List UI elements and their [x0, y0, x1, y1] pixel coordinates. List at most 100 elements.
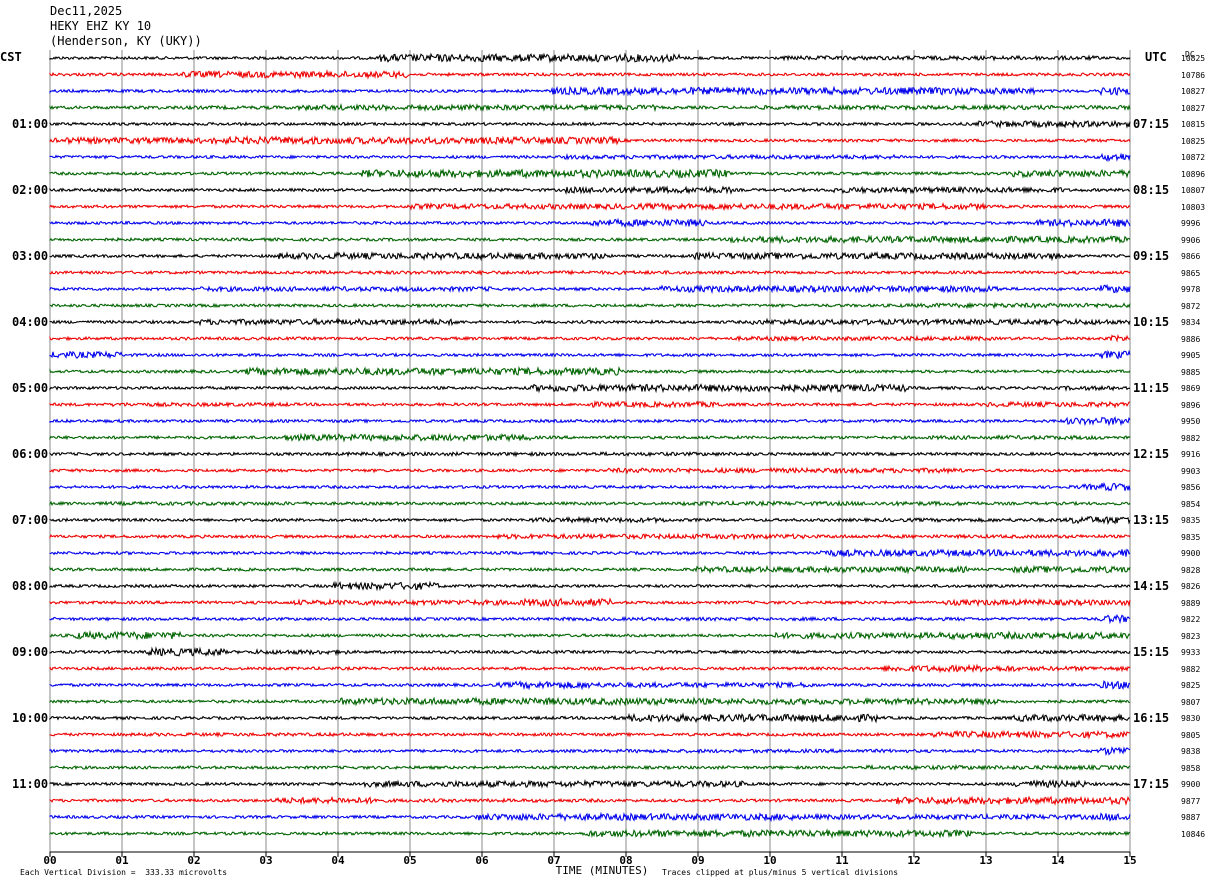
- dc-offset-label: 10846: [1181, 829, 1206, 839]
- left-axis-label: CST: [0, 50, 22, 64]
- x-axis-label: TIME (MINUTES): [556, 864, 649, 877]
- seismic-trace: [49, 317, 1131, 327]
- seismic-trace: [49, 134, 1131, 146]
- x-tick-label: 03: [259, 854, 272, 867]
- x-tick-label: 14: [1051, 854, 1065, 867]
- footer-clip: Traces clipped at plus/minus 5 vertical …: [662, 868, 899, 877]
- seismic-trace: [49, 250, 1131, 262]
- dc-offset-label: 9856: [1181, 483, 1201, 492]
- dc-offset-label: 9887: [1181, 813, 1201, 822]
- dc-offset-label: 10827: [1181, 103, 1206, 113]
- utc-time-label: 13:15: [1133, 513, 1170, 527]
- dc-offset-label: 9835: [1181, 516, 1201, 525]
- seismic-trace: [49, 763, 1131, 772]
- x-tick-label: 08: [619, 854, 632, 867]
- seismic-trace: [49, 432, 1131, 443]
- dc-offset-label: 9838: [1181, 747, 1201, 756]
- seismic-trace: [49, 680, 1130, 691]
- seismic-trace: [49, 69, 1131, 80]
- seismic-trace: [49, 201, 1131, 212]
- dc-offset-label: 10825: [1181, 136, 1206, 146]
- dc-offset-label: 9826: [1181, 582, 1201, 591]
- seismic-trace: [49, 729, 1131, 740]
- seismic-trace: [49, 217, 1131, 228]
- dc-offset-label: 9805: [1181, 730, 1201, 740]
- dc-offset-label: 9830: [1181, 714, 1201, 723]
- seismic-trace: [49, 712, 1131, 724]
- x-tick-label: 00: [43, 854, 56, 867]
- x-tick-label: 10: [763, 854, 776, 867]
- dc-offset-label: 9866: [1181, 252, 1201, 261]
- cst-time-label: 08:00: [12, 579, 49, 593]
- dc-offset-label: 9865: [1181, 268, 1201, 278]
- seismic-trace: [49, 234, 1131, 245]
- x-tick-label: 11: [835, 854, 849, 867]
- seismic-trace: [49, 482, 1131, 492]
- x-tick-label: 13: [979, 854, 992, 867]
- utc-time-label: 16:15: [1133, 711, 1170, 725]
- seismic-trace: [49, 663, 1131, 674]
- dc-offset-label: 9882: [1181, 664, 1201, 674]
- seismic-trace: [49, 349, 1131, 360]
- dc-offset-label: 9886: [1181, 334, 1201, 344]
- cst-time-label: 01:00: [12, 117, 49, 131]
- dc-offset-label: 9834: [1181, 318, 1201, 327]
- dc-offset-label: 9869: [1181, 384, 1201, 393]
- header-location: (Henderson, KY (UKY)): [50, 34, 202, 48]
- seismic-trace: [49, 466, 1131, 475]
- dc-offset-label: 9903: [1181, 466, 1201, 476]
- seismic-trace: [49, 828, 1131, 839]
- dc-offset-label: 9916: [1181, 450, 1201, 459]
- x-tick-label: 12: [907, 854, 920, 867]
- x-tick-label: 06: [475, 854, 489, 867]
- dc-offset-label: 9950: [1181, 417, 1201, 426]
- seismic-trace: [49, 152, 1131, 162]
- dc-offset-label: 9822: [1181, 615, 1201, 624]
- seismic-trace: [49, 52, 1131, 64]
- dc-offset-label: 10827: [1181, 87, 1206, 96]
- seismic-trace: [49, 400, 1130, 409]
- seismic-trace: [49, 811, 1131, 823]
- x-tick-label: 02: [187, 854, 200, 867]
- dc-offset-label: 9858: [1181, 763, 1201, 773]
- seismic-trace: [49, 580, 1131, 592]
- header-date: Dec11,2025: [50, 4, 123, 18]
- dc-offset-label: 10815: [1181, 120, 1206, 129]
- seismic-trace: [49, 168, 1131, 180]
- dc-offset-label: 10825: [1181, 54, 1206, 63]
- dc-label: DC: [1185, 50, 1195, 59]
- dc-offset-label: 9885: [1181, 367, 1201, 377]
- header-station: HEKY EHZ KY 10: [50, 19, 152, 33]
- utc-time-label: 11:15: [1133, 381, 1170, 395]
- dc-offset-label: 9906: [1181, 235, 1201, 245]
- x-tick-label: 09: [691, 854, 704, 867]
- utc-time-label: 07:15: [1133, 117, 1170, 131]
- dc-offset-label: 9825: [1181, 681, 1201, 690]
- dc-offset-label: 10786: [1181, 70, 1206, 80]
- cst-time-label: 06:00: [12, 447, 49, 461]
- dc-offset-label: 9900: [1181, 780, 1201, 789]
- utc-time-label: 12:15: [1133, 447, 1170, 461]
- seismic-trace: [49, 102, 1131, 113]
- seismic-trace: [49, 85, 1131, 97]
- x-tick-label: 07: [547, 854, 560, 867]
- dc-offset-label: 9996: [1181, 219, 1201, 228]
- dc-offset-label: 9854: [1181, 499, 1201, 509]
- dc-offset-label: 9900: [1181, 549, 1201, 558]
- x-tick-label: 04: [331, 854, 345, 867]
- dc-offset-label: 9872: [1181, 301, 1201, 311]
- seismic-trace: [49, 450, 1131, 458]
- seismic-trace: [49, 564, 1131, 575]
- seismic-trace: [49, 795, 1131, 806]
- dc-offset-label: 10872: [1181, 153, 1206, 162]
- cst-time-label: 10:00: [12, 711, 49, 725]
- cst-time-label: 02:00: [12, 183, 49, 197]
- utc-time-label: 17:15: [1133, 777, 1170, 791]
- seismic-trace: [49, 746, 1131, 757]
- dc-offset-label: 9877: [1181, 796, 1201, 806]
- seismic-trace: [49, 185, 1131, 195]
- seismic-trace: [49, 301, 1131, 310]
- seismic-trace: [49, 597, 1131, 608]
- seismic-trace: [49, 416, 1131, 427]
